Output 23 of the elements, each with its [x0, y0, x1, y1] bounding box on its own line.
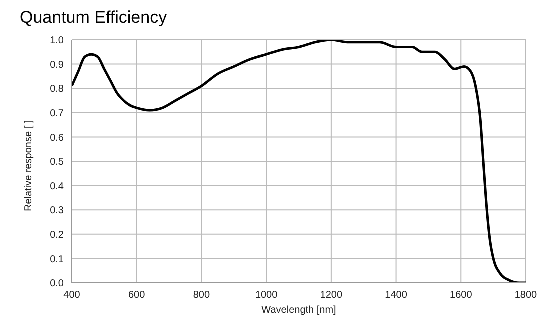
x-tick-label: 1400	[385, 290, 408, 302]
x-tick-label: 600	[128, 290, 146, 302]
y-tick-label: 0.9	[50, 60, 64, 71]
y-tick-label: 0.8	[50, 84, 64, 96]
x-tick-label: 1800	[514, 290, 538, 302]
x-tick-label: 400	[64, 290, 81, 302]
x-tick-label: 800	[193, 290, 210, 302]
chart-title: Quantum Efficiency	[20, 8, 168, 29]
y-tick-label: 0.2	[50, 230, 64, 241]
y-tick-label: 1.0	[50, 36, 64, 47]
line-series	[72, 40, 526, 283]
y-tick-label: 0.6	[50, 132, 64, 144]
y-tick-label: 0.4	[50, 181, 64, 192]
y-tick-label: 0.3	[50, 206, 64, 217]
x-tick-label: 1200	[320, 290, 343, 302]
x-axis-title: Wavelength [nm]	[262, 305, 337, 316]
y-tick-label: 0.0	[50, 278, 64, 290]
y-tick-label: 0.1	[50, 254, 64, 266]
x-tick-label: 1000	[255, 290, 278, 302]
x-tick-label: 1600	[450, 290, 473, 302]
y-axis-title: Relative response [ ]	[24, 120, 35, 212]
y-tick-label: 0.7	[50, 108, 64, 120]
y-tick-label: 0.5	[50, 157, 64, 168]
